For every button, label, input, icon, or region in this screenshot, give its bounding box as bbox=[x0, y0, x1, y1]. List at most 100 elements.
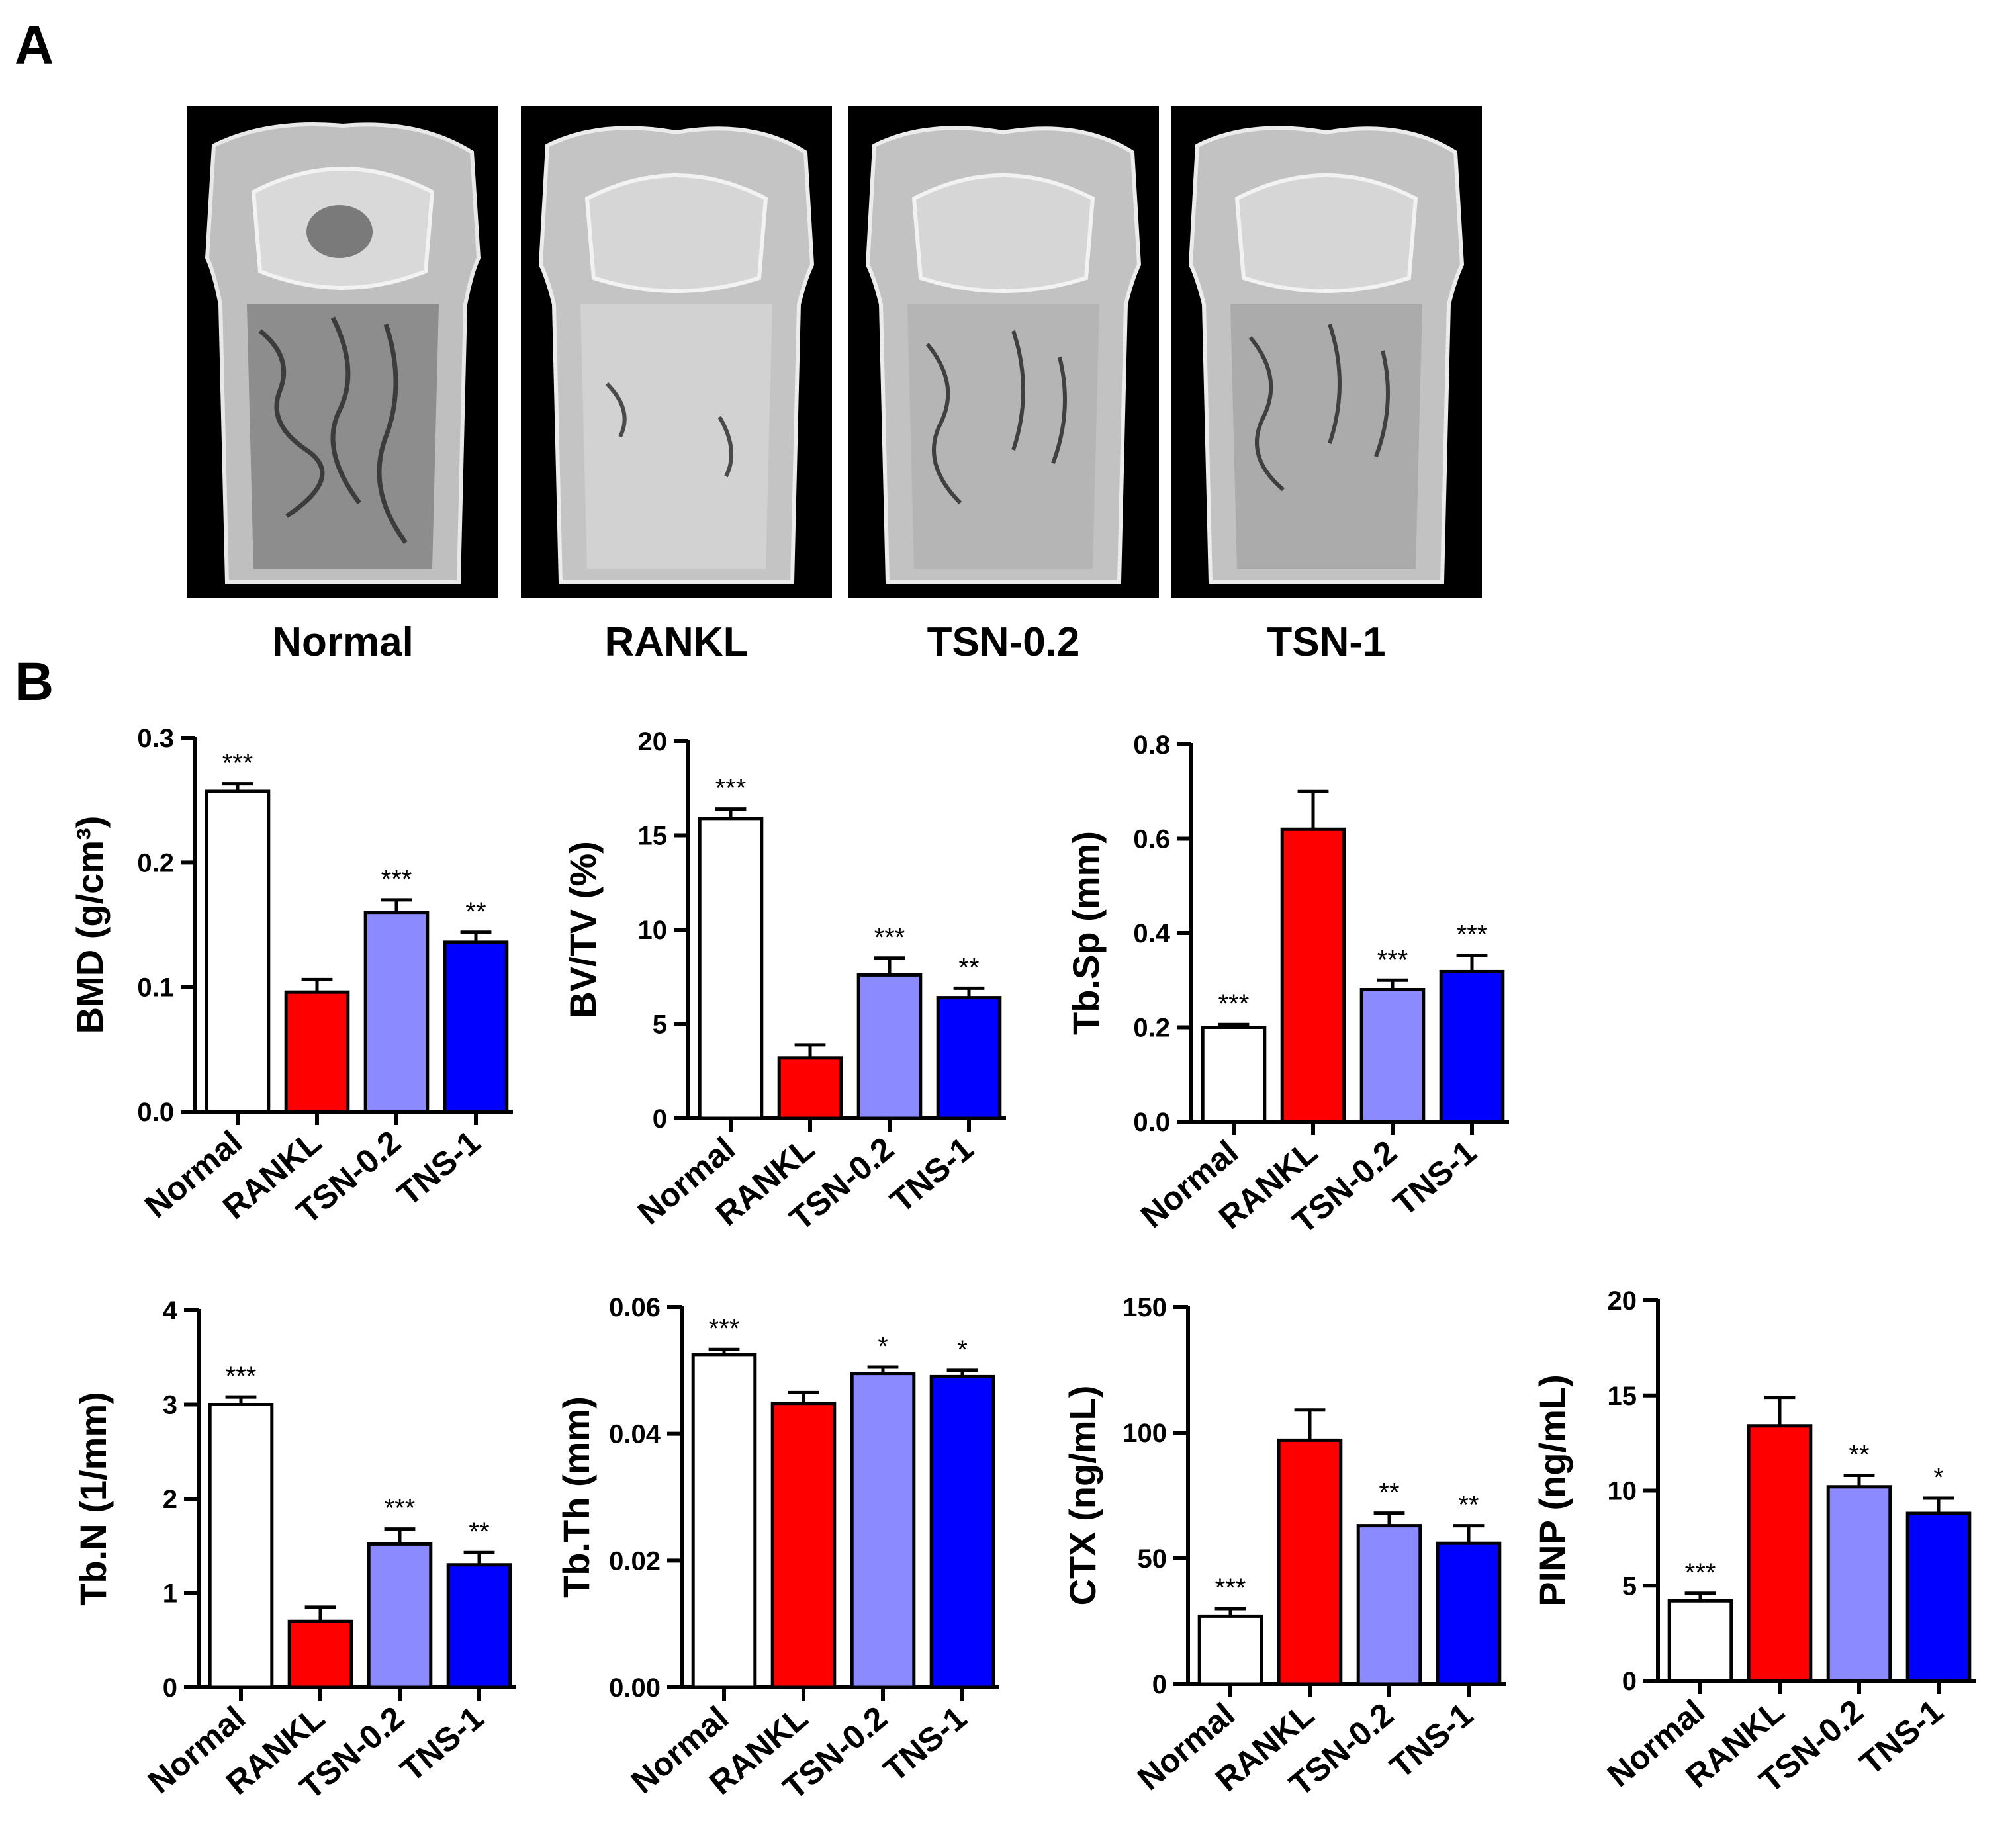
y-tick-label: 5 bbox=[653, 1010, 667, 1040]
category-label: TNS-1 bbox=[1383, 1696, 1480, 1786]
panel-label-b: B bbox=[15, 652, 54, 712]
bar bbox=[1277, 1438, 1343, 1686]
microct-image-rankl bbox=[521, 106, 832, 598]
category-label: TNS-1 bbox=[876, 1699, 974, 1789]
bar bbox=[850, 1372, 916, 1689]
bar bbox=[1280, 827, 1346, 1124]
y-axis-label: BV/TV (%) bbox=[562, 841, 604, 1018]
y-tick-label: 15 bbox=[638, 822, 668, 851]
y-axis-label: Tb.N (1/mm) bbox=[72, 1392, 114, 1606]
y-tick-label: 20 bbox=[1608, 1286, 1637, 1316]
category-label: TNS-1 bbox=[390, 1124, 487, 1214]
y-tick-label: 50 bbox=[1138, 1544, 1168, 1574]
y-tick-label: 0.00 bbox=[609, 1674, 661, 1703]
image-label-rankl: RANKL bbox=[604, 619, 749, 665]
bar bbox=[691, 1353, 757, 1689]
y-tick-label: 0.1 bbox=[137, 973, 174, 1003]
bar bbox=[367, 1542, 433, 1689]
bar bbox=[205, 789, 271, 1114]
bar bbox=[698, 817, 764, 1120]
y-tick-label: 0.8 bbox=[1133, 731, 1170, 760]
significance-label: *** bbox=[709, 1314, 740, 1343]
bar bbox=[1201, 1026, 1267, 1124]
category-label: TNS-1 bbox=[1853, 1693, 1950, 1783]
bar bbox=[1356, 1524, 1422, 1686]
image-label-tsn-1: TSN-1 bbox=[1267, 619, 1386, 665]
microct-image-tsn-0-2 bbox=[848, 106, 1159, 598]
bar bbox=[443, 940, 509, 1114]
y-tick-label: 0.4 bbox=[1133, 919, 1170, 948]
significance-label: *** bbox=[226, 1362, 257, 1391]
bar bbox=[446, 1563, 512, 1689]
significance-label: *** bbox=[715, 774, 747, 803]
significance-label: ** bbox=[1379, 1478, 1399, 1507]
y-tick-label: 0.04 bbox=[609, 1420, 661, 1449]
microct-image-normal bbox=[187, 106, 498, 598]
bar bbox=[1905, 1511, 1972, 1683]
bar bbox=[363, 911, 430, 1114]
y-tick-label: 100 bbox=[1123, 1419, 1167, 1448]
significance-label: * bbox=[957, 1335, 968, 1364]
significance-label: *** bbox=[381, 865, 412, 894]
significance-label: *** bbox=[222, 749, 253, 778]
y-tick-label: 15 bbox=[1608, 1382, 1637, 1411]
y-axis-label: Tb.Sp (mm) bbox=[1065, 831, 1107, 1035]
category-label: TNS-1 bbox=[883, 1130, 980, 1220]
panel-label-a: A bbox=[15, 15, 54, 75]
y-tick-label: 0.2 bbox=[1133, 1014, 1170, 1043]
y-tick-label: 4 bbox=[163, 1296, 178, 1325]
significance-label: *** bbox=[874, 923, 905, 952]
y-tick-label: 0.02 bbox=[609, 1546, 661, 1576]
y-tick-label: 0.0 bbox=[1133, 1108, 1170, 1137]
y-tick-label: 5 bbox=[1622, 1572, 1637, 1601]
bar bbox=[936, 996, 1002, 1120]
y-axis-label: CTX (ng/mL) bbox=[1062, 1386, 1103, 1606]
bar bbox=[1436, 1541, 1502, 1686]
significance-label: * bbox=[1933, 1463, 1944, 1492]
bar bbox=[1747, 1424, 1813, 1683]
y-tick-label: 0 bbox=[653, 1104, 667, 1134]
significance-label: * bbox=[878, 1332, 888, 1361]
significance-label: *** bbox=[1457, 920, 1488, 949]
bar bbox=[284, 990, 350, 1114]
microct-image-tsn-1 bbox=[1171, 106, 1482, 598]
y-tick-label: 2 bbox=[163, 1485, 177, 1514]
bar bbox=[1439, 969, 1505, 1124]
y-tick-label: 10 bbox=[638, 916, 668, 945]
significance-label: ** bbox=[1458, 1491, 1479, 1520]
significance-label: *** bbox=[1215, 1574, 1246, 1603]
significance-label: ** bbox=[465, 897, 486, 926]
chart-3: 0.00.20.40.60.8Tb.Sp (mm) ***NormalRANKL*… bbox=[1065, 731, 1509, 1241]
bar bbox=[1197, 1614, 1263, 1686]
y-tick-label: 10 bbox=[1608, 1477, 1637, 1506]
significance-label: *** bbox=[385, 1494, 416, 1523]
y-tick-label: 0.2 bbox=[137, 848, 174, 877]
y-tick-label: 0.3 bbox=[137, 724, 174, 753]
y-axis-label: BMD (g/cm³) bbox=[69, 816, 111, 1034]
category-label: TNS-1 bbox=[1386, 1134, 1483, 1224]
y-tick-label: 1 bbox=[163, 1580, 177, 1609]
significance-label: ** bbox=[958, 953, 979, 982]
y-tick-label: 150 bbox=[1123, 1293, 1167, 1322]
bar bbox=[856, 973, 923, 1120]
image-label-normal: Normal bbox=[272, 619, 414, 665]
bar bbox=[208, 1403, 274, 1689]
y-tick-label: 3 bbox=[163, 1391, 177, 1420]
bar bbox=[1667, 1599, 1733, 1683]
bar bbox=[1826, 1485, 1892, 1683]
y-tick-label: 20 bbox=[638, 727, 668, 756]
significance-label: *** bbox=[1685, 1558, 1716, 1587]
bar bbox=[770, 1402, 837, 1689]
category-label: TNS-1 bbox=[393, 1699, 490, 1789]
bar bbox=[1359, 988, 1426, 1124]
y-tick-label: 0.6 bbox=[1133, 825, 1170, 854]
y-tick-label: 0 bbox=[1622, 1667, 1637, 1696]
significance-label: ** bbox=[1849, 1441, 1869, 1470]
